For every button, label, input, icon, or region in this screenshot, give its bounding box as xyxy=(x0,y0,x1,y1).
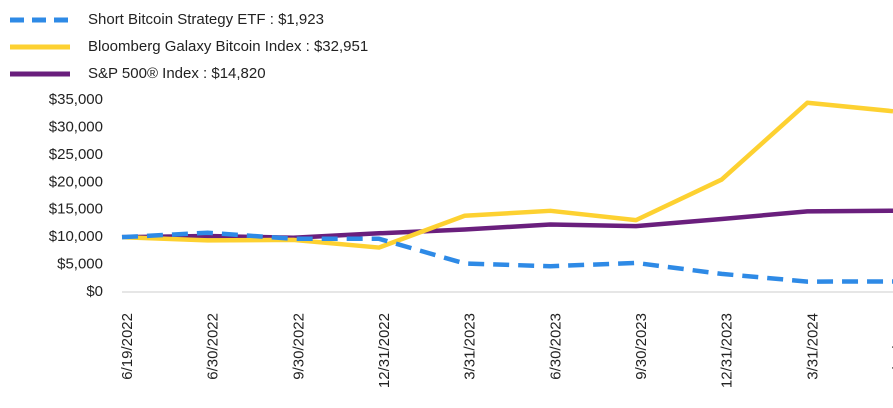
x-tick-label: 9/30/2022 xyxy=(290,313,307,380)
x-tick-label: 3/31/2023 xyxy=(462,313,479,380)
y-tick-label: $30,000 xyxy=(49,118,103,135)
x-tick-label: 12/31/2022 xyxy=(376,313,393,388)
x-tick-label: 9/30/2023 xyxy=(633,313,650,380)
y-tick-label: $15,000 xyxy=(49,201,103,218)
x-tick-label: 6/30/2022 xyxy=(205,313,222,380)
x-tick-label: 5/31/2024 xyxy=(890,313,893,380)
legend-label: S&P 500® Index : $14,820 xyxy=(88,65,266,82)
x-tick-label: 12/31/2023 xyxy=(719,313,736,388)
y-tick-label: $0 xyxy=(86,283,103,300)
y-tick-label: $10,000 xyxy=(49,228,103,245)
legend-label: Short Bitcoin Strategy ETF : $1,923 xyxy=(88,11,324,28)
series-line xyxy=(121,230,893,284)
x-tick-label: 6/19/2022 xyxy=(119,313,136,380)
x-tick-label: 6/30/2023 xyxy=(547,313,564,380)
y-tick-label: $20,000 xyxy=(49,173,103,190)
y-tick-label: $25,000 xyxy=(49,146,103,163)
x-tick-label: 3/31/2024 xyxy=(804,313,821,380)
legend-label: Bloomberg Galaxy Bitcoin Index : $32,951 xyxy=(88,38,368,55)
y-tick-label: $5,000 xyxy=(57,256,103,273)
y-tick-label: $35,000 xyxy=(49,91,103,108)
series-line xyxy=(121,100,893,250)
